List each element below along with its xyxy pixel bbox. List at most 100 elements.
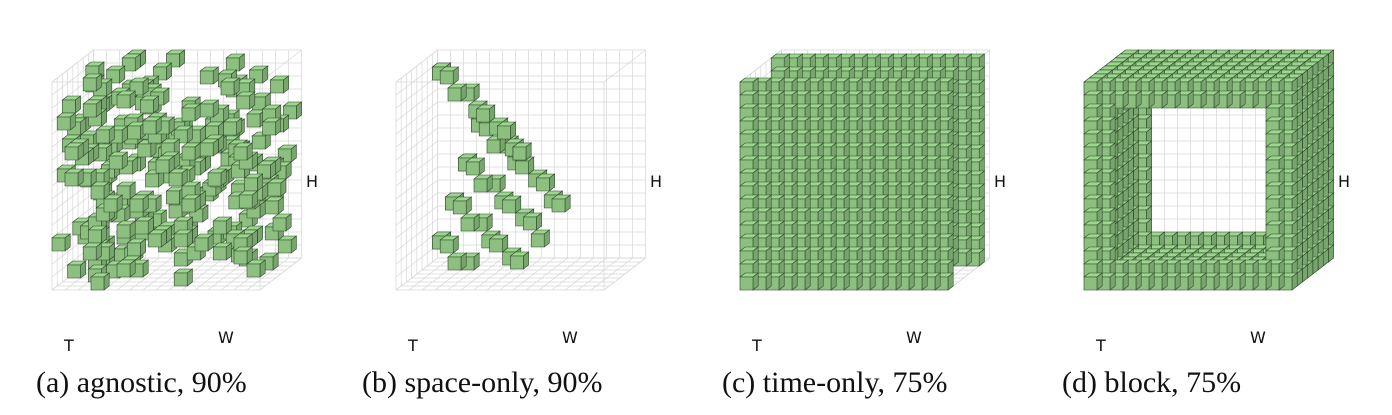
agnostic-cube <box>144 169 165 188</box>
agnostic-cube <box>66 260 87 279</box>
space-only-cube <box>465 157 486 176</box>
space-only-cube <box>452 196 473 215</box>
panel-time-only <box>739 49 990 291</box>
agnostic-cube <box>266 178 287 197</box>
block-cube <box>1265 207 1286 226</box>
space-only-cube <box>501 195 522 214</box>
block-cube <box>1265 168 1286 187</box>
caption-space-only: (b) space-only, 90% <box>362 366 603 399</box>
space-only-cube <box>496 121 517 140</box>
space-only-cube <box>530 229 551 248</box>
agnostic-cube <box>64 142 85 161</box>
block-cube <box>1083 272 1104 291</box>
agnostic-cube <box>121 53 142 72</box>
time-only-cube <box>739 272 760 291</box>
agnostic-cube <box>235 91 256 110</box>
space-only-cube <box>447 83 468 102</box>
agnostic-cube <box>56 112 77 131</box>
agnostic-cube <box>207 168 228 187</box>
agnostic-cube <box>199 99 220 118</box>
block-cube <box>1174 90 1195 109</box>
agnostic-cube <box>90 272 111 291</box>
axis-w-label-a: W <box>218 328 234 347</box>
axis-t-label-b: T <box>408 336 418 355</box>
agnostic-cube <box>142 116 163 135</box>
axis-h-label-d: H <box>1338 172 1351 191</box>
agnostic-cube <box>181 194 202 213</box>
axis-h-label-a: H <box>306 172 319 191</box>
panel-block <box>1083 49 1335 291</box>
space-only-cube <box>473 174 494 193</box>
agnostic-cube <box>212 242 233 261</box>
agnostic-cube <box>108 151 129 170</box>
agnostic-cube <box>168 168 189 187</box>
agnostic-cube <box>238 190 259 209</box>
agnostic-cube <box>116 259 137 278</box>
space-only-cube <box>460 213 481 232</box>
panel-agnostic <box>51 49 303 291</box>
axis-w-label-c: W <box>906 328 922 347</box>
agnostic-cube <box>181 103 202 122</box>
agnostic-cube <box>233 233 254 252</box>
agnostic-cube <box>212 216 233 235</box>
agnostic-cube <box>243 173 264 192</box>
agnostic-cube <box>199 66 220 85</box>
caption-time-only: (c) time-only, 75% <box>722 366 948 399</box>
agnostic-cube <box>82 99 103 118</box>
space-only-cube <box>488 234 509 253</box>
axis-w-label-b: W <box>562 328 578 347</box>
agnostic-cube <box>194 233 215 252</box>
agnostic-cube <box>269 75 290 94</box>
axis-t-label-c: T <box>752 336 762 355</box>
agnostic-cube <box>51 233 72 252</box>
agnostic-cube <box>90 181 111 200</box>
axis-h-label-b: H <box>650 172 663 191</box>
agnostic-cube <box>233 246 254 265</box>
space-only-cube <box>439 66 460 85</box>
agnostic-cube <box>64 168 85 187</box>
space-only-cube <box>439 235 460 254</box>
block-cube <box>1083 246 1104 265</box>
panel-space-only <box>395 49 646 291</box>
agnostic-cube <box>222 117 243 136</box>
agnostic-cube <box>246 259 267 278</box>
agnostic-cube <box>173 268 194 287</box>
axis-t-label-d: T <box>1096 336 1106 355</box>
agnostic-cube <box>134 216 155 235</box>
agnostic-cube <box>129 194 150 213</box>
space-only-cube <box>551 194 572 213</box>
agnostic-cube <box>233 142 254 161</box>
agnostic-cube <box>95 125 116 144</box>
agnostic-cube <box>61 95 82 114</box>
agnostic-cube <box>173 229 194 248</box>
space-only-cube <box>535 173 556 192</box>
agnostic-cube <box>147 229 168 248</box>
caption-agnostic: (a) agnostic, 90% <box>36 366 247 399</box>
axis-w-label-d: W <box>1250 328 1266 347</box>
space-only-cube <box>512 142 533 161</box>
agnostic-cube <box>261 117 282 136</box>
agnostic-cube <box>126 238 147 257</box>
agnostic-cube <box>225 53 246 72</box>
agnostic-cube <box>87 225 108 244</box>
agnostic-cube <box>82 73 103 92</box>
agnostic-cube <box>272 213 293 232</box>
agnostic-cube <box>199 138 220 157</box>
agnostic-cube <box>220 77 241 96</box>
agnostic-cube <box>116 220 137 239</box>
agnostic-cube <box>139 95 160 114</box>
space-only-cube <box>475 104 496 123</box>
axis-h-label-c: H <box>994 172 1007 191</box>
caption-block: (d) block, 75% <box>1062 366 1242 399</box>
agnostic-cube <box>165 186 186 205</box>
agnostic-cube <box>82 242 103 261</box>
agnostic-cube <box>155 155 176 174</box>
block-cube <box>1083 103 1104 122</box>
agnostic-cube <box>116 90 137 109</box>
space-only-cube <box>509 251 530 270</box>
agnostic-cube <box>264 196 285 215</box>
axis-t-label-a: T <box>64 336 74 355</box>
agnostic-cube <box>103 194 124 213</box>
space-only-cube <box>447 252 468 271</box>
